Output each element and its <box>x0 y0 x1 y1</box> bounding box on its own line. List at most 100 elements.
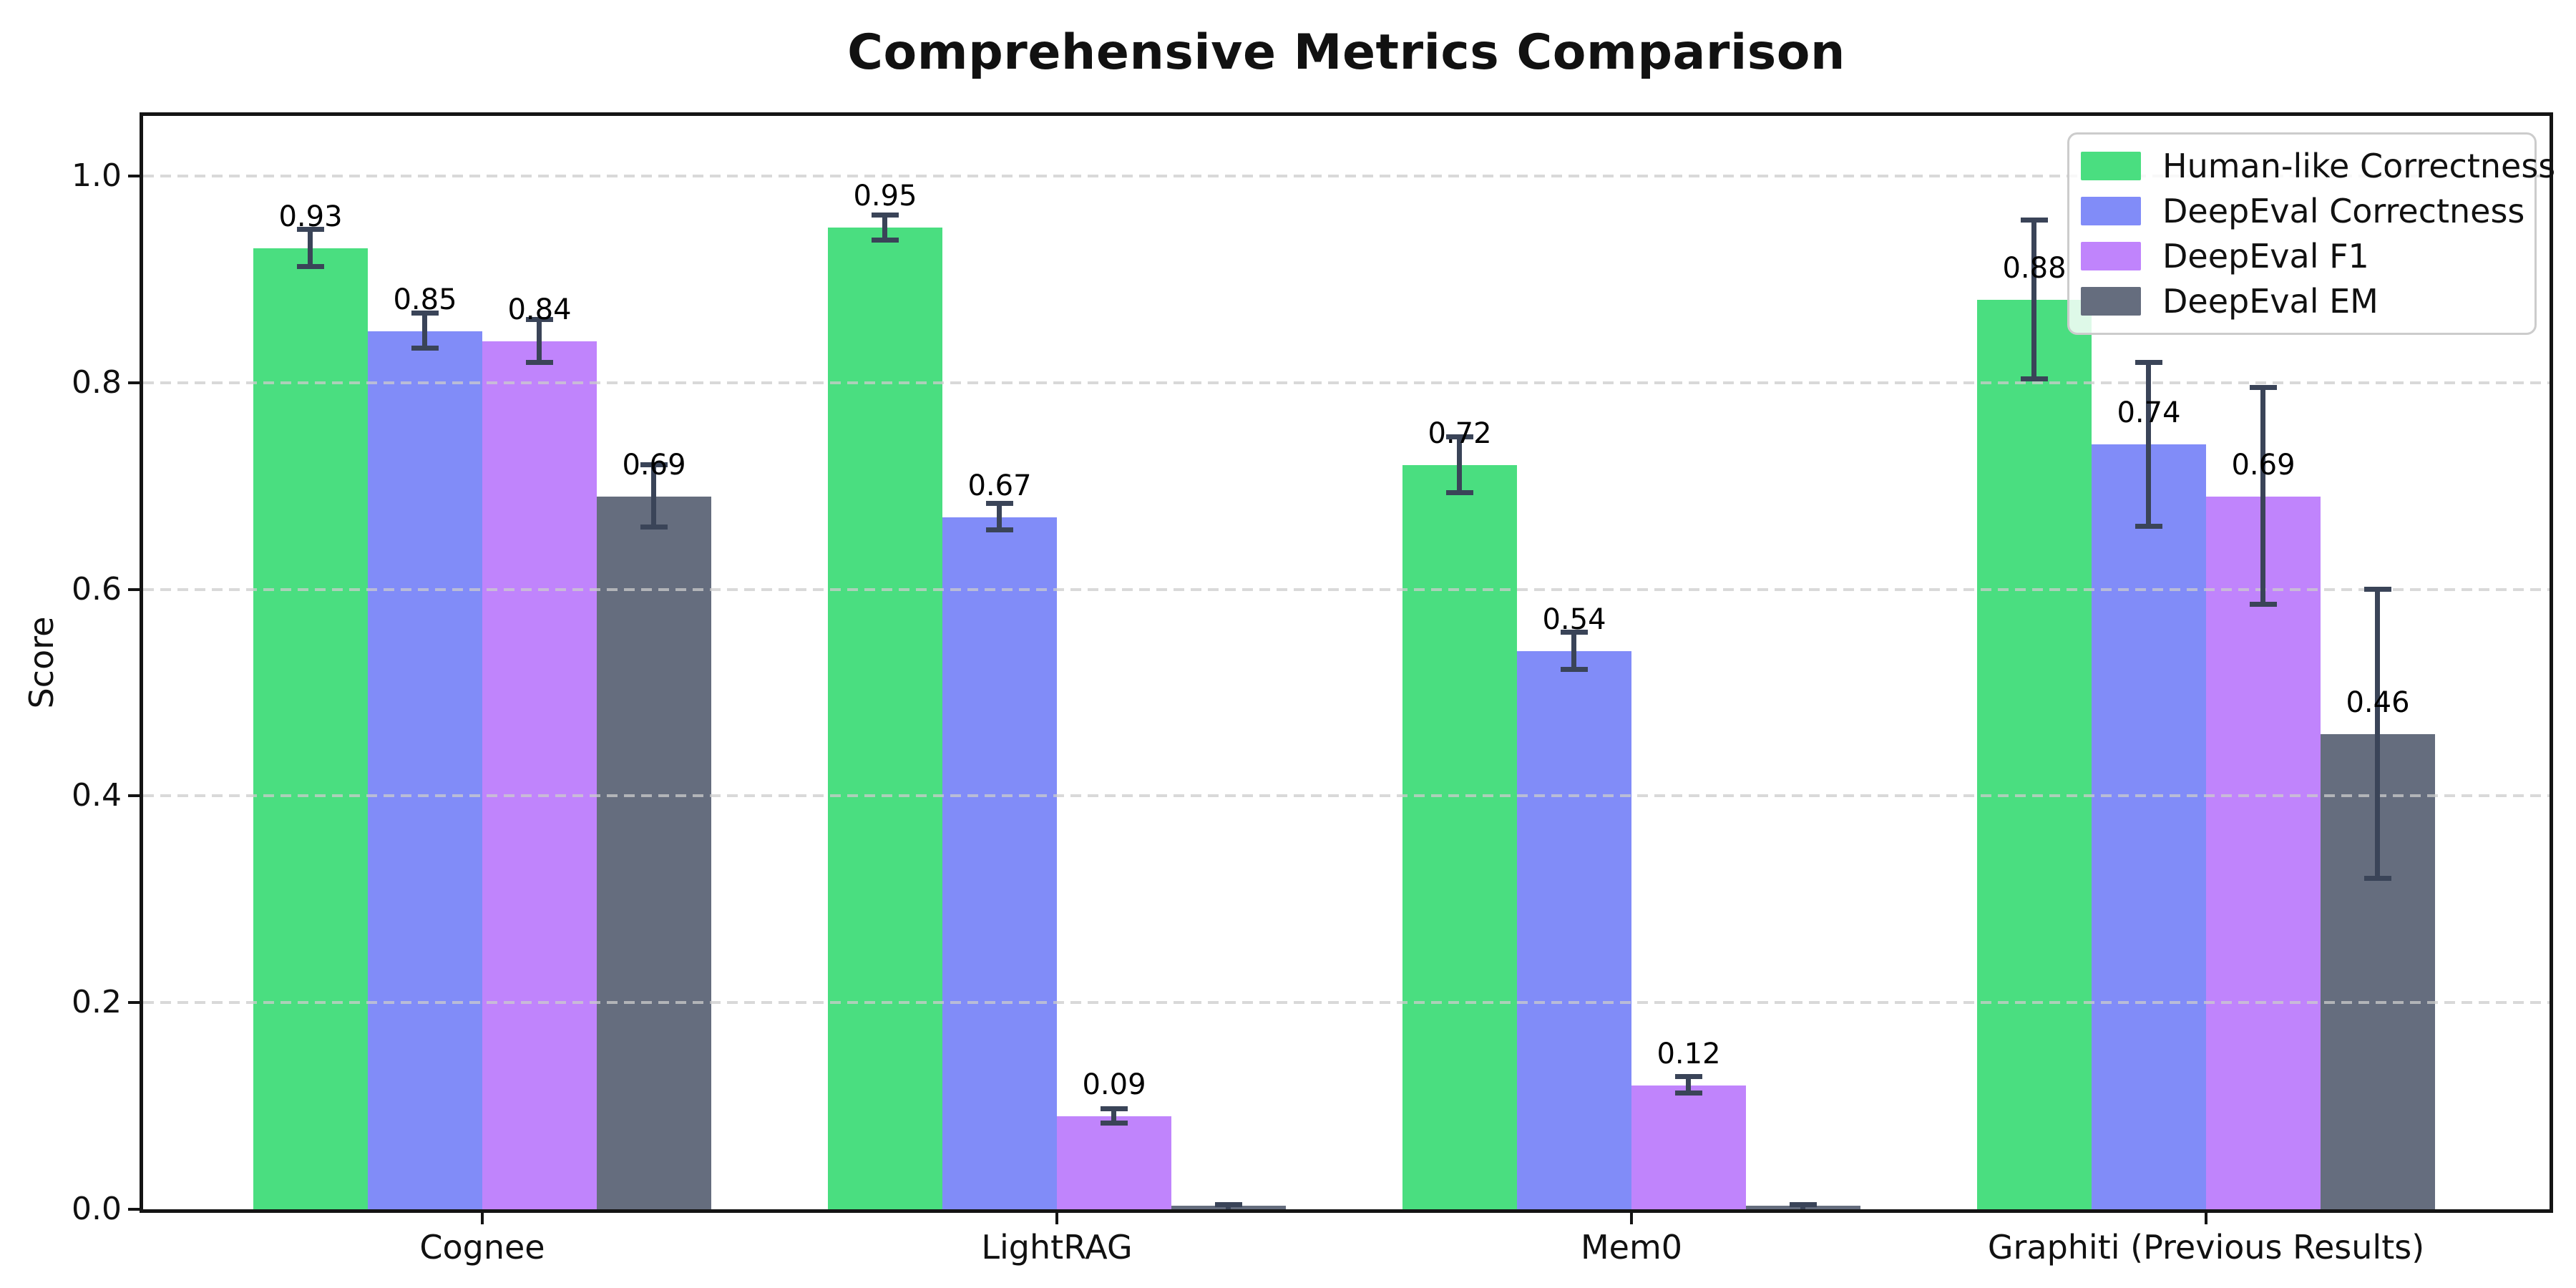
legend: Human-like Correctness DeepEval Correctne… <box>2067 132 2555 335</box>
value-label: 0.88 <box>2002 252 2067 285</box>
gridline <box>143 794 2550 798</box>
error-bar-cap <box>411 346 439 351</box>
error-bar <box>1457 437 1462 494</box>
bar <box>1402 465 1517 1209</box>
legend-swatch <box>2081 242 2141 270</box>
value-label: 0.69 <box>2231 449 2296 482</box>
x-tick-label: Cognee <box>419 1228 545 1267</box>
error-bar-cap <box>986 527 1013 533</box>
legend-item: Human-like Correctness <box>2081 149 2555 183</box>
gridline <box>143 1001 2550 1005</box>
error-bar <box>651 465 656 527</box>
error-bar <box>882 215 887 240</box>
error-bar <box>1111 1108 1116 1124</box>
legend-swatch <box>2081 197 2141 225</box>
error-bar-cap <box>411 311 439 316</box>
error-bar-cap <box>872 212 899 218</box>
x-tick-label: Mem0 <box>1580 1228 1683 1267</box>
y-tick-mark <box>128 1001 140 1005</box>
bar <box>942 517 1057 1209</box>
chart-title: Comprehensive Metrics Comparison <box>847 24 1845 81</box>
value-label: 0.72 <box>1428 417 1492 450</box>
bar <box>1517 651 1631 1209</box>
gridline <box>143 587 2550 591</box>
value-label: 0.12 <box>1657 1038 1721 1070</box>
y-axis-label: Score <box>22 616 61 709</box>
bar <box>1057 1116 1171 1209</box>
error-bar-cap <box>2250 602 2277 608</box>
legend-label: DeepEval Correctness <box>2162 192 2525 230</box>
bar <box>828 228 942 1209</box>
bar <box>253 248 368 1209</box>
bar <box>482 341 597 1209</box>
y-tick-label: 0.6 <box>72 570 122 608</box>
legend-item: DeepEval Correctness <box>2081 192 2525 230</box>
y-tick-mark <box>128 1208 140 1211</box>
gridline <box>143 381 2550 384</box>
x-tick-label: LightRAG <box>981 1228 1133 1267</box>
error-bar <box>537 319 542 364</box>
gridline <box>143 175 2550 177</box>
error-bar-cap <box>297 227 324 233</box>
error-bar <box>2031 220 2036 380</box>
error-bar-cap <box>1215 1202 1242 1208</box>
error-bar-cap <box>1446 490 1473 496</box>
value-label: 0.85 <box>393 283 457 316</box>
value-label: 0.67 <box>967 469 1032 502</box>
legend-item: DeepEval F1 <box>2081 239 2522 273</box>
error-bar-cap <box>640 524 668 530</box>
error-bar <box>308 230 313 268</box>
error-bar-cap <box>640 462 668 468</box>
error-bar-cap <box>2021 376 2048 382</box>
legend-label: Human-like Correctness <box>2162 147 2556 185</box>
bar <box>597 497 711 1209</box>
error-bar-cap <box>1446 434 1473 440</box>
x-tick-mark <box>1630 1213 1633 1224</box>
value-label: 0.09 <box>1082 1068 1146 1101</box>
y-tick-label: 0.4 <box>72 777 122 814</box>
error-bar-cap <box>2250 385 2277 391</box>
error-bar-cap <box>1101 1121 1128 1126</box>
legend-swatch <box>2081 152 2141 180</box>
error-bar-cap <box>2364 586 2391 592</box>
value-label: 0.93 <box>278 200 343 233</box>
y-tick-label: 0.0 <box>72 1191 122 1227</box>
value-label: 0.69 <box>622 449 686 482</box>
error-bar-cap <box>297 264 324 270</box>
legend-label: DeepEval F1 <box>2162 237 2369 275</box>
error-bar-cap <box>1790 1202 1817 1208</box>
error-bar <box>2260 388 2265 605</box>
y-tick-label: 0.8 <box>72 364 122 401</box>
error-bar <box>2375 589 2380 879</box>
y-tick-label: 0.2 <box>72 984 122 1021</box>
x-tick-mark <box>2205 1213 2207 1224</box>
error-bar <box>422 313 427 349</box>
legend-item: DeepEval EM <box>2081 284 2522 318</box>
value-label: 0.84 <box>507 293 572 326</box>
error-bar-cap <box>526 316 553 322</box>
x-tick-mark <box>1055 1213 1058 1224</box>
value-label: 0.46 <box>2346 686 2410 719</box>
value-label: 0.54 <box>1542 603 1606 636</box>
error-bar-cap <box>1675 1091 1702 1096</box>
bar <box>2206 497 2321 1209</box>
y-tick-mark <box>128 381 140 384</box>
bar <box>368 331 482 1209</box>
error-bar-cap <box>986 500 1013 506</box>
error-bar <box>1571 633 1576 670</box>
error-bar-cap <box>2021 218 2048 223</box>
y-tick-mark <box>128 587 140 591</box>
bar <box>2092 444 2206 1209</box>
error-bar-cap <box>1561 630 1588 635</box>
y-tick-mark <box>128 175 140 177</box>
error-bar-cap <box>1101 1106 1128 1111</box>
legend-swatch <box>2081 287 2141 316</box>
error-bar-cap <box>872 237 899 243</box>
y-tick-mark <box>128 794 140 798</box>
bar <box>1631 1085 1746 1209</box>
y-tick-label: 1.0 <box>72 157 122 194</box>
error-bar <box>1686 1077 1691 1094</box>
error-bar-cap <box>1675 1074 1702 1080</box>
error-bar <box>2146 363 2151 527</box>
value-label: 0.74 <box>2117 396 2181 429</box>
